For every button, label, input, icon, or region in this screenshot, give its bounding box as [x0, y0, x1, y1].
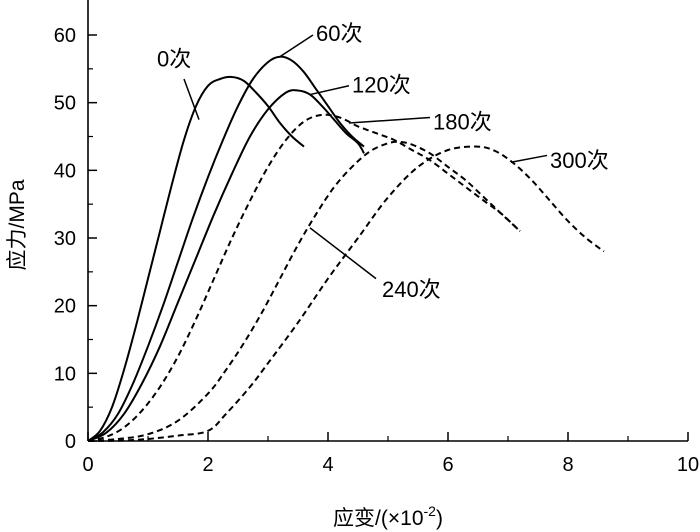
x-tick-label: 8 [562, 454, 573, 476]
annotation-leader-line [279, 34, 314, 58]
series-line [87, 113, 521, 442]
y-tick-label: 40 [54, 160, 76, 182]
y-tick-label: 0 [65, 431, 76, 453]
series-annotations: 0次 60次 120次 180次 240次 300次 [157, 21, 609, 302]
y-tick-label: 10 [54, 363, 76, 385]
series-line [87, 145, 605, 442]
x-tick-label: 0 [82, 454, 93, 476]
y-tick-label: 30 [54, 228, 76, 250]
x-axis-title-main: 应变/(×10 [333, 507, 423, 530]
annotation-leader-line [309, 227, 377, 280]
series-label: 180次 [433, 110, 492, 135]
series-label: 300次 [550, 148, 609, 173]
y-tick-label: 60 [54, 25, 76, 47]
series-lines [87, 55, 605, 442]
series-label: 120次 [352, 72, 411, 97]
x-tick-label: 6 [442, 454, 453, 476]
series-label: 0次 [157, 47, 191, 72]
y-tick-label: 50 [54, 93, 76, 115]
y-tick-label: 20 [54, 296, 76, 318]
annotation-leader-line [348, 116, 431, 124]
x-tick-label: 4 [322, 454, 333, 476]
x-axis-title: 应变/(×10-2) [333, 503, 443, 530]
series-label: 60次 [316, 21, 362, 46]
annotation-leader-line [183, 78, 200, 120]
series-line [87, 55, 365, 442]
series-line [87, 75, 305, 442]
series-line [87, 140, 521, 442]
x-tick-label: 2 [202, 454, 213, 476]
y-axis-ticks: 0 10 20 30 40 50 60 [54, 25, 97, 453]
x-axis-title-close: ) [436, 507, 443, 530]
x-tick-label: 10 [677, 454, 699, 476]
x-axis-ticks: 0 2 4 6 8 10 [82, 432, 699, 476]
y-axis-title: 应力/MPa [6, 179, 29, 270]
annotation-leader-line [510, 154, 548, 163]
annotation-leader-line [309, 85, 350, 96]
series-label: 240次 [382, 277, 441, 302]
x-axis-title-superscript: -2 [424, 503, 437, 519]
series-line [87, 89, 365, 442]
